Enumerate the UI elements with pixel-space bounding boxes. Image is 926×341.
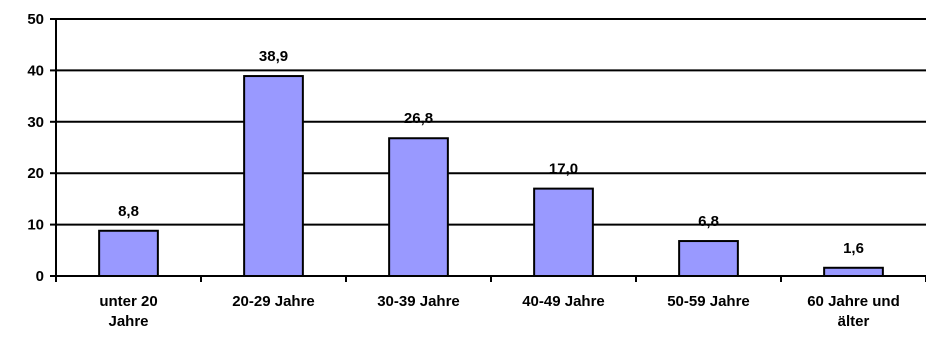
gridlines xyxy=(56,18,926,226)
category-label-line: 30-39 Jahre xyxy=(377,293,460,310)
data-label: 8,8 xyxy=(118,203,139,220)
bar xyxy=(678,240,739,278)
y-tick-label: 0 xyxy=(36,268,44,285)
y-tick-label: 50 xyxy=(27,11,44,28)
category-label: 60 Jahre und älter xyxy=(807,293,900,330)
data-label: 1,6 xyxy=(843,240,864,257)
y-tick-label: 30 xyxy=(27,114,44,131)
bar xyxy=(533,187,594,277)
bar xyxy=(823,266,884,278)
category-label: 40-49 Jahre xyxy=(522,293,605,310)
data-label: 6,8 xyxy=(698,213,719,230)
bar xyxy=(98,229,159,278)
data-label: 26,8 xyxy=(404,110,433,127)
bar xyxy=(243,75,304,277)
labels: 0 10 20 30 40 50 8,8 unter 20 Jahre 38,9 20-29 Jah… xyxy=(27,11,899,330)
category-label-line: 50-59 Jahre xyxy=(667,293,750,310)
category-label-line: älter xyxy=(838,313,870,330)
data-label: 38,9 xyxy=(259,48,288,65)
category-label: 50-59 Jahre xyxy=(667,293,750,310)
category-label: 20-29 Jahre xyxy=(232,293,315,310)
category-label-line: 60 Jahre und xyxy=(807,293,900,310)
y-tick-label: 20 xyxy=(27,165,44,182)
category-label-line: 20-29 Jahre xyxy=(232,293,315,310)
category-label: unter 20 Jahre xyxy=(99,293,157,330)
bars xyxy=(98,75,884,278)
y-tick-label: 40 xyxy=(27,62,44,79)
category-label-line: Jahre xyxy=(108,313,148,330)
bar xyxy=(388,137,449,277)
y-tick-label: 10 xyxy=(27,217,44,234)
data-label: 17,0 xyxy=(549,161,578,178)
axes xyxy=(50,18,926,282)
category-label: 30-39 Jahre xyxy=(377,293,460,310)
category-label-line: unter 20 xyxy=(99,293,157,310)
category-label-line: 40-49 Jahre xyxy=(522,293,605,310)
